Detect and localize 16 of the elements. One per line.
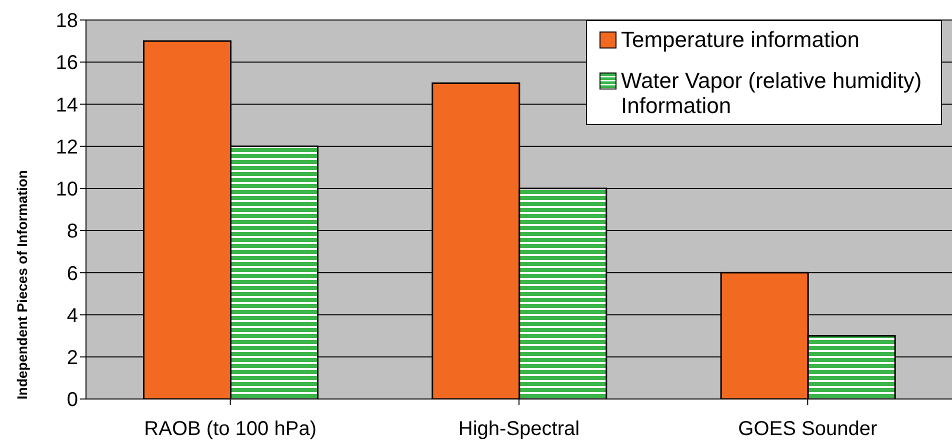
y-tick-label: 2 (66, 346, 78, 369)
y-tick-label: 18 (56, 10, 78, 32)
y-tick-label: 0 (66, 389, 78, 412)
x-tick-label: RAOB (to 100 hPa) (144, 418, 316, 440)
y-tick-label: 6 (66, 262, 78, 285)
y-tick-label: 16 (56, 52, 78, 74)
y-axis-title: Independent Pieces of Information (14, 170, 30, 400)
x-tick-label: GOES Sounder (738, 418, 878, 440)
y-tick-label: 4 (66, 304, 78, 327)
y-tick-label: 10 (56, 178, 78, 201)
y-tick-label: 12 (56, 136, 78, 158)
y-tick-label: 14 (56, 94, 78, 116)
x-tick-label: High-Spectral (458, 418, 580, 440)
y-tick-label: 8 (66, 220, 78, 243)
legend-label: Water Vapor (relative humidity) Information (621, 68, 923, 118)
legend-label: Temperature information (621, 27, 860, 52)
